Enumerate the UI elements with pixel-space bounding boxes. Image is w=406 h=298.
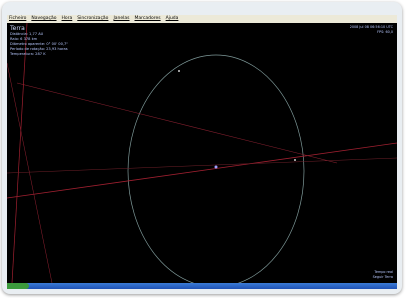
menu-item[interactable]: Ajuda xyxy=(166,15,179,23)
celestia-window: Ficheiro Navegação Hora Sincronização Ja… xyxy=(7,15,397,289)
page: Ficheiro Navegação Hora Sincronização Ja… xyxy=(0,0,406,298)
orbit-line xyxy=(17,83,337,163)
info-panel: Terra Distância: 1,77 AU Raio: 6 378 km … xyxy=(10,25,68,57)
window-frame: Ficheiro Navegação Hora Sincronização Ja… xyxy=(2,2,402,294)
info-line: Temperatura: 287 K xyxy=(10,52,68,57)
space-view xyxy=(7,23,397,283)
menu-item[interactable]: Navegação xyxy=(31,15,56,23)
menu-item[interactable]: Hora xyxy=(62,15,73,23)
object xyxy=(178,70,180,72)
earth xyxy=(215,166,218,169)
date: 2008 Jul 08 06:56:10 UTC xyxy=(350,25,393,30)
orbit xyxy=(128,55,304,283)
start-button[interactable] xyxy=(7,283,29,289)
menu-item[interactable]: Sincronização xyxy=(77,15,108,23)
object xyxy=(294,159,296,161)
menu-item[interactable]: Janelas xyxy=(113,15,129,23)
menu-bar: Ficheiro Navegação Hora Sincronização Ja… xyxy=(7,15,397,23)
date-panel: 2008 Jul 08 06:56:10 UTC FPS: 60,0 xyxy=(350,25,393,34)
time-panel: Tempo real Seguir Terra xyxy=(373,270,393,279)
taskbar xyxy=(7,283,397,289)
menu-item[interactable]: Marcadores xyxy=(135,15,161,23)
fps: FPS: 60,0 xyxy=(350,30,393,35)
orbit-line xyxy=(12,23,27,283)
object-name: Terra xyxy=(10,25,68,32)
menu-item[interactable]: Ficheiro xyxy=(9,15,26,23)
follow: Seguir Terra xyxy=(373,275,393,280)
time-rate: Tempo real xyxy=(373,270,393,275)
